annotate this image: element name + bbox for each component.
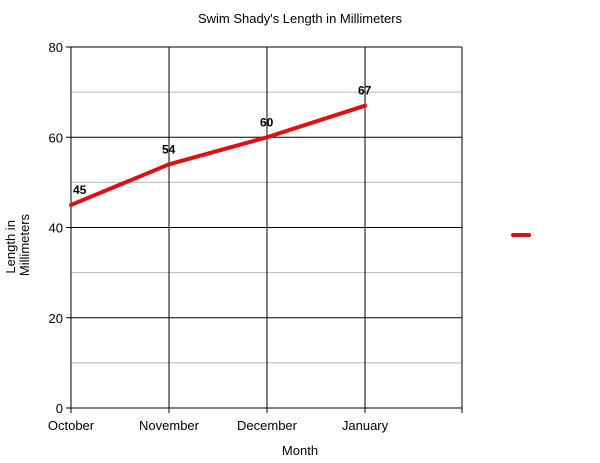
plot-axes [66, 46, 463, 413]
y-tick-label: 80 [49, 40, 63, 55]
x-axis-label: Month [282, 443, 318, 458]
plot-grid [70, 46, 463, 409]
y-tick-label: 20 [49, 311, 63, 326]
y-tick-label: 60 [49, 130, 63, 145]
tick-labels: 0 20 40 60 80 October November December January [48, 40, 389, 433]
data-point [363, 103, 367, 108]
x-tick-label: January [342, 418, 389, 433]
data-point [167, 162, 171, 167]
data-label: 67 [358, 84, 372, 98]
y-axis-label: Length in Millimeters [3, 213, 32, 276]
chart-title: Swim Shady's Length in Millimeters [198, 11, 403, 26]
data-labels: 45 54 60 67 [73, 84, 372, 197]
x-tick-label: October [48, 418, 95, 433]
x-tick-label: December [237, 418, 298, 433]
y-axis-label-line-1: Length in [3, 220, 18, 274]
data-label: 45 [73, 183, 87, 197]
x-tick-label: November [139, 418, 200, 433]
y-tick-label: 40 [49, 221, 63, 236]
data-point [265, 135, 269, 140]
data-point [69, 202, 73, 207]
data-label: 60 [260, 115, 274, 129]
data-label: 54 [162, 142, 176, 156]
series-line [70, 103, 366, 207]
y-tick-label: 0 [56, 401, 63, 416]
y-axis-label-line-2: Millimeters [17, 213, 32, 276]
series-layer [69, 103, 367, 207]
